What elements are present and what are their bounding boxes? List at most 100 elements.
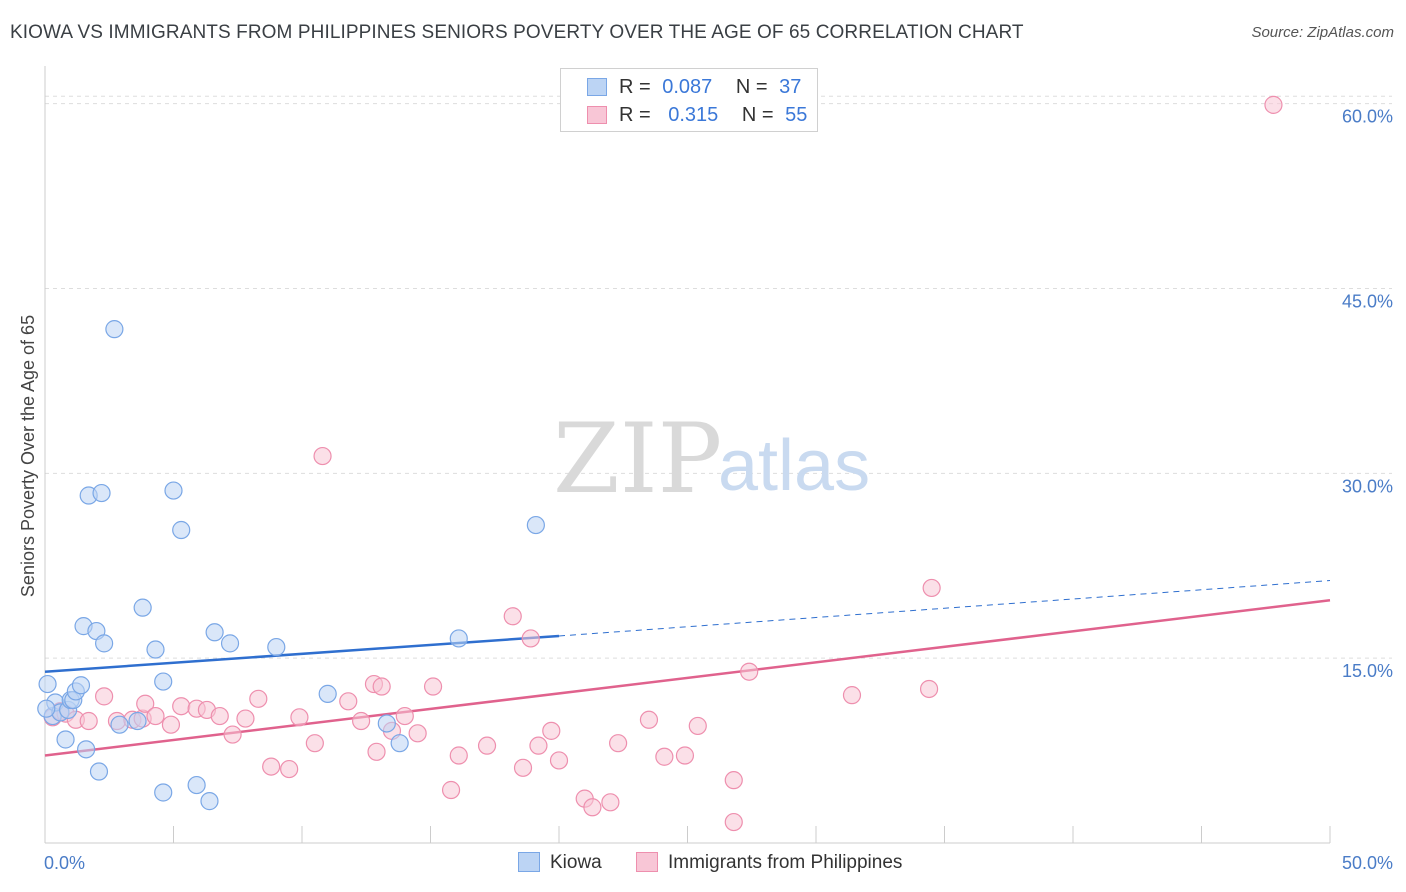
bottom-philippines-label: Immigrants from Philippines: [668, 852, 903, 873]
philippines-point: [339, 692, 358, 711]
kiowa-point: [377, 714, 396, 733]
philippines-n-label: N =: [741, 104, 774, 126]
chart-title: KIOWA VS IMMIGRANTS FROM PHILIPPINES SEN…: [10, 22, 1024, 43]
philippines-point: [236, 709, 255, 728]
philippines-point: [372, 677, 391, 696]
kiowa-point: [133, 598, 152, 617]
kiowa-point: [318, 684, 337, 703]
philippines-point: [262, 757, 281, 776]
philippines-point: [601, 793, 620, 812]
philippines-point: [367, 742, 386, 761]
philippines-point: [313, 446, 332, 466]
philippines-point: [352, 711, 371, 731]
kiowa-point: [92, 483, 111, 503]
philippines-point: [249, 689, 268, 708]
kiowa-point: [71, 676, 91, 695]
philippines-trend-line: [44, 599, 1331, 757]
gridlines: [45, 95, 1392, 659]
kiowa-point: [38, 674, 57, 694]
philippines-point: [688, 716, 707, 736]
correlation-legend: R = 0.087 N = 37 R = 0.315 N = 55: [560, 68, 818, 132]
philippines-point: [521, 629, 540, 648]
philippines-point: [542, 721, 561, 740]
y-tick-label: 60.0%: [1342, 107, 1393, 127]
kiowa-point: [37, 699, 56, 718]
source-credit: Source: ZipAtlas.com: [1251, 24, 1394, 41]
kiowa-r-label: R =: [619, 76, 651, 98]
philippines-point: [919, 679, 939, 699]
philippines-point: [675, 746, 695, 765]
legend-row-kiowa: R = 0.087 N = 37: [561, 74, 817, 102]
bottom-kiowa-label: Kiowa: [550, 852, 602, 873]
tick-labels: 15.0% 30.0% 45.0% 60.0% 0.0% 50.0%: [44, 107, 1393, 873]
kiowa-trend-extension: [558, 580, 1331, 637]
philippines-point: [210, 706, 229, 726]
kiowa-point: [128, 711, 147, 731]
kiowa-trend-line: [44, 634, 560, 673]
philippines-point: [1264, 95, 1283, 114]
kiowa-point: [205, 623, 224, 642]
philippines-n-value: 55: [785, 104, 808, 126]
legend-row-philippines: R = 0.315 N = 55: [561, 102, 817, 130]
philippines-r-label: R =: [619, 104, 651, 126]
philippines-point: [529, 736, 548, 755]
philippines-point: [223, 725, 242, 744]
philippines-r-value: 0.315: [668, 104, 719, 126]
kiowa-point: [164, 481, 183, 500]
watermark-atlas: atlas: [718, 426, 870, 506]
kiowa-point: [146, 640, 165, 659]
y-tick-label: 45.0%: [1342, 291, 1393, 311]
kiowa-point: [105, 320, 124, 339]
kiowa-r-value: 0.087: [662, 76, 713, 98]
kiowa-point: [267, 637, 286, 657]
philippines-point: [408, 724, 427, 743]
data-points: [37, 95, 1283, 832]
philippines-point: [639, 710, 659, 729]
bottom-legend-philippines: Immigrants from Philippines: [636, 852, 902, 874]
philippines-point: [842, 686, 862, 705]
philippines-point: [549, 751, 569, 770]
philippines-point: [724, 771, 743, 790]
x-tick-label-max: 50.0%: [1342, 853, 1393, 873]
trend-lines: [44, 580, 1331, 757]
y-tick-label: 30.0%: [1342, 476, 1393, 496]
philippines-point: [136, 694, 155, 713]
kiowa-point: [449, 629, 468, 648]
watermark: ZIP atlas: [553, 403, 870, 515]
philippines-point: [740, 662, 759, 681]
philippines-point: [146, 706, 165, 726]
kiowa-point: [220, 634, 240, 653]
philippines-point: [513, 758, 533, 777]
kiowa-point: [200, 792, 219, 811]
philippines-point: [79, 711, 98, 731]
philippines-point: [95, 687, 114, 706]
kiowa-point: [77, 740, 96, 759]
philippines-point: [441, 780, 461, 800]
philippines-point: [395, 706, 414, 726]
philippines-point: [583, 798, 602, 817]
watermark-zip: ZIP: [553, 403, 722, 515]
x-tick-label-min: 0.0%: [44, 853, 85, 873]
philippines-point: [724, 812, 743, 832]
kiowa-n-value: 37: [779, 76, 802, 98]
bottom-legend-kiowa: Kiowa: [518, 852, 602, 874]
kiowa-point: [390, 734, 409, 753]
bottom-philippines-swatch: [636, 852, 658, 872]
philippines-point: [172, 697, 191, 716]
philippines-point: [290, 708, 309, 727]
philippines-point: [922, 578, 941, 598]
philippines-point: [609, 734, 628, 753]
y-axis-label: Seniors Poverty Over the Age of 65: [18, 315, 38, 597]
philippines-swatch: [587, 106, 607, 124]
kiowa-n-label: N =: [735, 76, 768, 98]
kiowa-point: [172, 520, 191, 540]
philippines-point: [280, 759, 299, 779]
kiowa-point: [154, 783, 173, 802]
philippines-point: [655, 747, 674, 766]
kiowa-point: [187, 775, 206, 795]
kiowa-point: [56, 730, 75, 749]
kiowa-swatch: [587, 78, 607, 96]
kiowa-point: [154, 672, 173, 691]
philippines-point: [449, 746, 468, 765]
